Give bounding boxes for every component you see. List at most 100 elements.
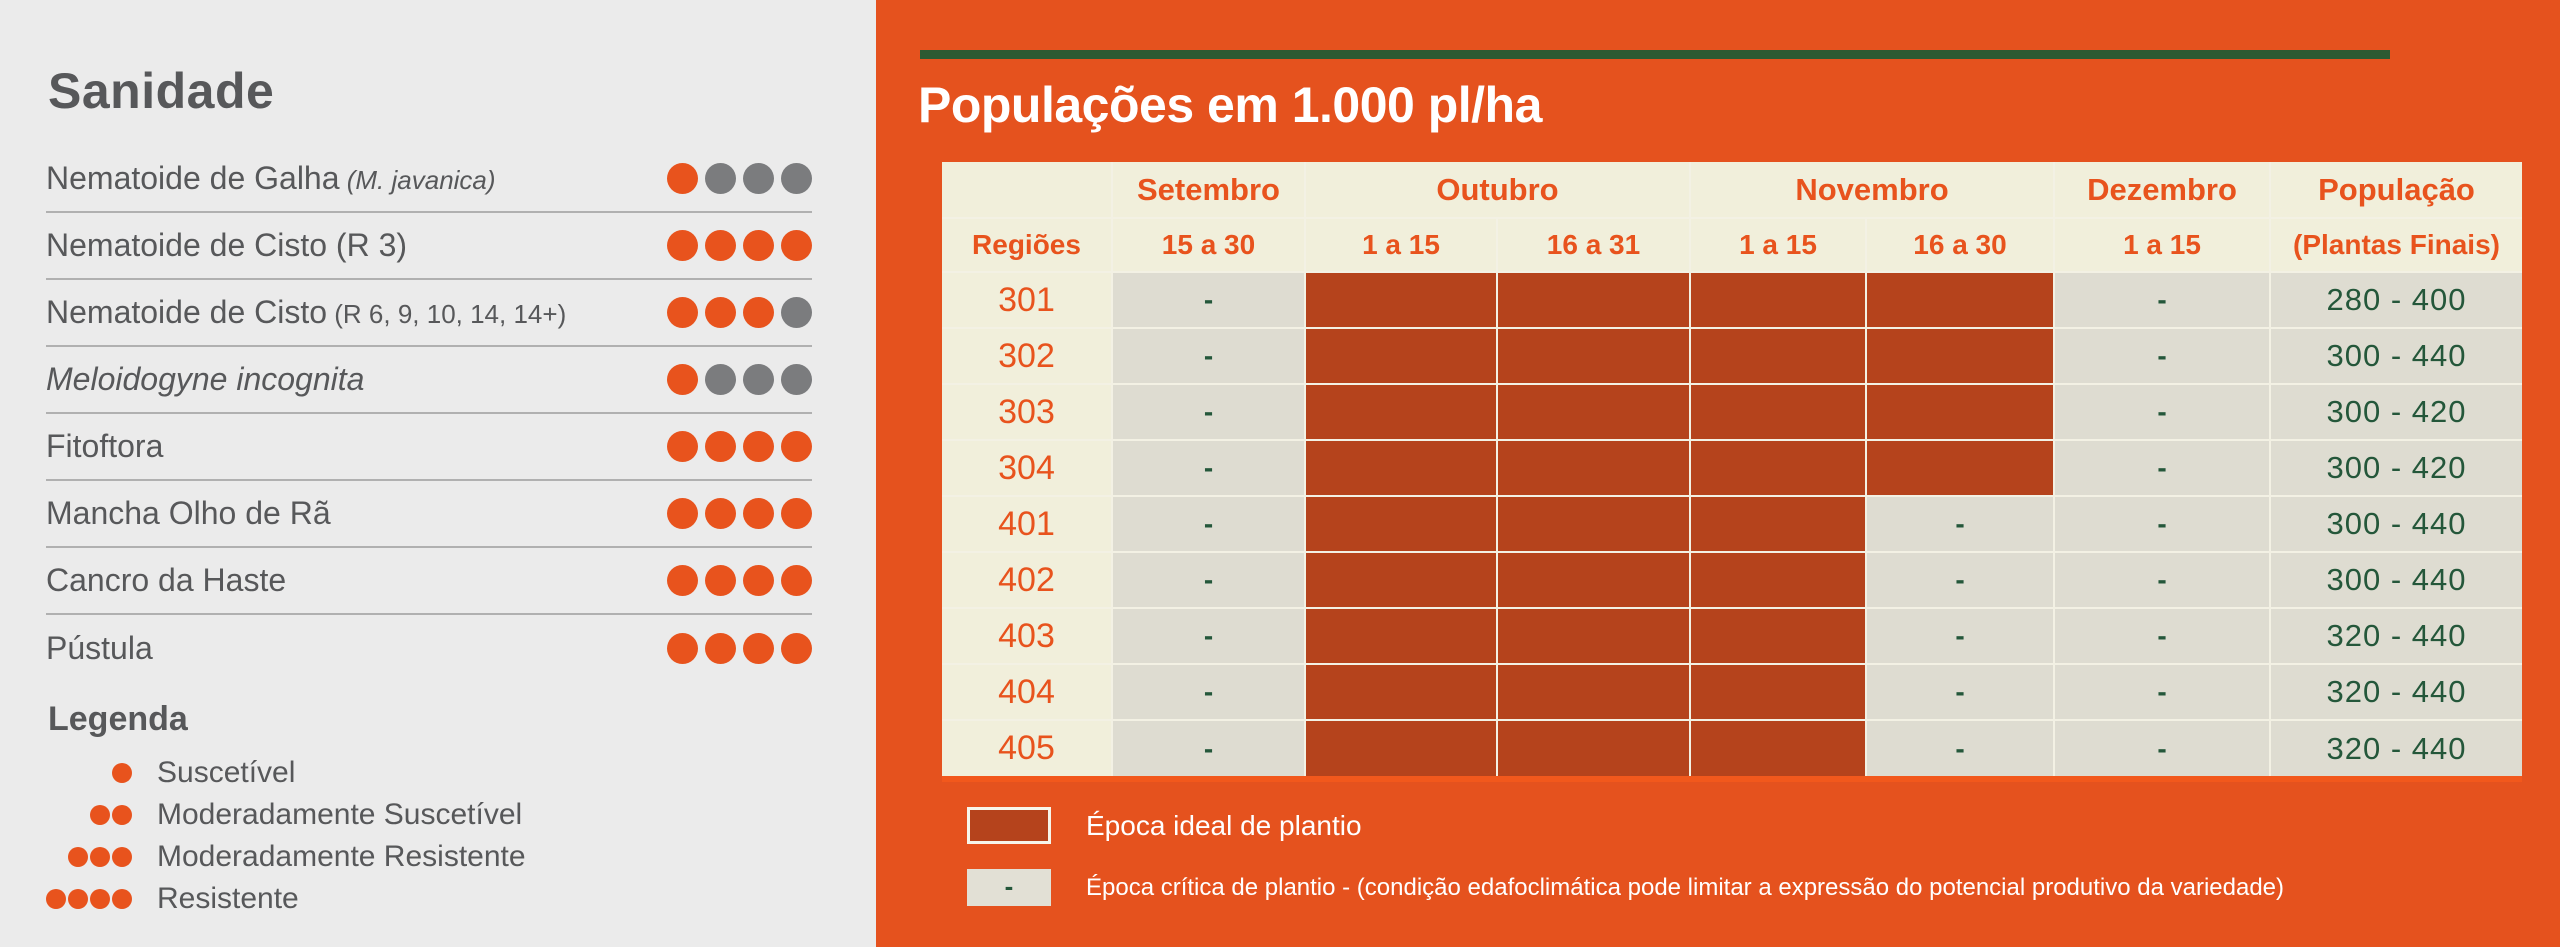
rating-dot-filled (90, 805, 110, 825)
month-header-setembro: Setembro (1111, 161, 1306, 219)
ideal-period-cell (1689, 551, 1867, 609)
ideal-period-cell (1689, 719, 1867, 777)
rating-dot-filled (743, 230, 774, 261)
critical-period-cell: - (1865, 607, 2055, 665)
region-row: 302- -300 - 440 (941, 327, 2523, 385)
region-row: 303- -300 - 420 (941, 383, 2523, 441)
disease-name: Nematoide de Cisto (46, 294, 328, 330)
rating-legend-dots (46, 847, 132, 867)
date-header-row: Regiões 15 a 30 1 a 15 16 a 31 1 a 15 16… (941, 217, 2523, 273)
region-cell: 301 (941, 271, 1113, 329)
region-row: 301- -280 - 400 (941, 271, 2523, 329)
resistance-rating-dots (667, 498, 812, 529)
disease-label: Meloidogyne incognita (46, 361, 364, 398)
disease-row: Fitoftora (46, 414, 812, 481)
disease-name: Fitoftora (46, 428, 164, 464)
corner-cell (941, 161, 1113, 219)
ideal-period-cell (1496, 327, 1691, 385)
disease-name: Mancha Olho de Rã (46, 495, 331, 531)
month-header-outubro: Outubro (1304, 161, 1691, 219)
date-header-dez-1a15: 1 a 15 (2053, 217, 2271, 273)
region-cell: 401 (941, 495, 1113, 553)
ideal-period-cell (1496, 271, 1691, 329)
region-cell: 302 (941, 327, 1113, 385)
rating-dot-filled (667, 297, 698, 328)
population-cell: 300 - 420 (2269, 383, 2523, 441)
rating-legend-item: Moderadamente Suscetível (46, 794, 526, 836)
critical-period-cell: - (1111, 439, 1306, 497)
disease-label: Cancro da Haste (46, 562, 286, 599)
disease-label: Nematoide de Cisto (R 6, 9, 10, 14, 14+) (46, 294, 566, 331)
date-header-nov-16a30: 16 a 30 (1865, 217, 2055, 273)
ideal-period-label: Época ideal de plantio (1086, 810, 1362, 841)
population-cell: 320 - 440 (2269, 719, 2523, 777)
ideal-period-cell (1865, 383, 2055, 441)
critical-period-cell: - (2053, 607, 2271, 665)
ideal-period-cell (1304, 551, 1498, 609)
rating-dot-filled (112, 763, 132, 783)
rating-dot-filled (90, 889, 110, 909)
ideal-period-cell (1496, 495, 1691, 553)
populacoes-title: Populações em 1.000 pl/ha (918, 77, 1542, 133)
critical-period-cell: - (2053, 719, 2271, 777)
ideal-period-cell (1689, 607, 1867, 665)
ideal-period-cell (1304, 327, 1498, 385)
disease-row: Nematoide de Cisto (R 6, 9, 10, 14, 14+) (46, 280, 812, 347)
rating-dot-filled (743, 633, 774, 664)
critical-period-cell: - (2053, 551, 2271, 609)
critical-period-cell: - (1111, 663, 1306, 721)
disease-name: Nematoide de Galha (46, 160, 340, 196)
rating-dot-filled (705, 633, 736, 664)
rating-legend-item: Suscetível (46, 752, 526, 794)
resistance-rating-dots (667, 230, 812, 261)
region-row: 401- - -300 - 440 (941, 495, 2523, 553)
ideal-period-cell (1689, 439, 1867, 497)
region-cell: 404 (941, 663, 1113, 721)
ideal-period-cell (1496, 439, 1691, 497)
region-row: 304- -300 - 420 (941, 439, 2523, 497)
ideal-period-cell (1496, 551, 1691, 609)
ideal-period-cell (1689, 271, 1867, 329)
critical-period-cell: - (1111, 551, 1306, 609)
population-cell: 300 - 440 (2269, 495, 2523, 553)
rating-dot-filled (68, 889, 88, 909)
disease-name: Nematoide de Cisto (R 3) (46, 227, 408, 263)
critical-period-cell: - (1111, 495, 1306, 553)
rating-dot-filled (667, 163, 698, 194)
region-row: 403- - -320 - 440 (941, 607, 2523, 665)
rating-dot-empty (705, 163, 736, 194)
critical-period-cell: - (1111, 271, 1306, 329)
rating-dot-filled (705, 297, 736, 328)
ideal-period-cell (1689, 327, 1867, 385)
ideal-period-cell (1865, 327, 2055, 385)
critical-period-cell: - (1111, 719, 1306, 777)
critical-period-cell: - (2053, 327, 2271, 385)
ideal-period-cell (1304, 495, 1498, 553)
resistance-rating-dots (667, 633, 812, 664)
disease-name: Pústula (46, 630, 153, 666)
ideal-period-cell (1496, 719, 1691, 777)
disease-label: Mancha Olho de Rã (46, 495, 331, 532)
planting-period-table: Setembro Outubro Novembro Dezembro Popul… (941, 161, 2523, 777)
month-header-populacao: População (2269, 161, 2523, 219)
rating-dot-empty (781, 163, 812, 194)
date-header-nov-1a15: 1 a 15 (1689, 217, 1867, 273)
population-cell: 280 - 400 (2269, 271, 2523, 329)
rating-dot-filled (112, 805, 132, 825)
rating-legend: Suscetível Moderadamente Suscetível Modera… (46, 752, 526, 920)
rating-dot-filled (743, 297, 774, 328)
rating-dot-filled (90, 847, 110, 867)
region-row: 404- - -320 - 440 (941, 663, 2523, 721)
rating-dot-filled (112, 847, 132, 867)
sanidade-title: Sanidade (48, 63, 275, 119)
rating-dot-filled (743, 565, 774, 596)
resistance-rating-dots (667, 565, 812, 596)
disease-row: Nematoide de Cisto (R 3) (46, 213, 812, 280)
critical-period-cell: - (1865, 551, 2055, 609)
region-cell: 402 (941, 551, 1113, 609)
table-bottom-strip (942, 776, 2522, 782)
disease-name: Meloidogyne incognita (46, 361, 365, 397)
region-row: 402- - -300 - 440 (941, 551, 2523, 609)
rating-dot-filled (781, 565, 812, 596)
